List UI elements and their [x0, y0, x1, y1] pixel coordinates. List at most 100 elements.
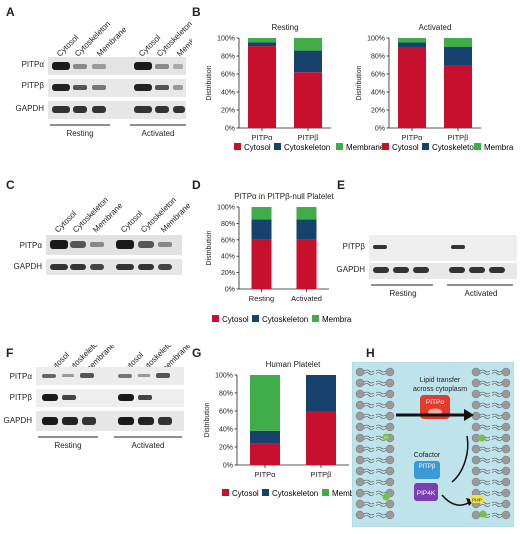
- pi-headgroup: [478, 434, 486, 442]
- blot-strip: [48, 101, 186, 119]
- lipid-tail: [363, 460, 375, 463]
- lipid-tail: [491, 512, 503, 516]
- lipid-tail: [479, 504, 491, 507]
- lipid-tail: [375, 471, 387, 474]
- band: [173, 106, 185, 113]
- lipid-tail: [491, 449, 503, 452]
- lipid-tail: [479, 405, 491, 408]
- pi-headgroup: [382, 493, 390, 501]
- lipid-tail: [375, 424, 387, 428]
- legend-label: Cytoskeleton: [284, 143, 330, 152]
- lipid-tail: [375, 490, 387, 494]
- lipid-tail: [491, 380, 503, 384]
- lipid-head: [355, 433, 365, 443]
- lipid-tail: [491, 457, 503, 461]
- legend-swatch-membrane: [474, 143, 481, 150]
- band: [52, 62, 70, 70]
- lipid-head: [501, 477, 511, 487]
- chart-d: PITPα in PITPβ-null Platelet 0% 20% 40% 60% 8…: [206, 192, 335, 303]
- lipid-tail: [479, 468, 491, 472]
- lipid-tail: [375, 369, 387, 373]
- legend-swatch-cytoskeleton: [262, 489, 269, 496]
- lipid-tail: [363, 501, 375, 505]
- group-label: Resting: [389, 289, 416, 298]
- legend-swatch-membrane: [312, 315, 319, 322]
- lipid-tail: [363, 471, 375, 474]
- band: [50, 264, 68, 270]
- lipid-tail: [491, 402, 503, 406]
- lipid-head: [501, 433, 511, 443]
- lipid-head: [355, 455, 365, 465]
- chart-title: Resting: [271, 23, 298, 32]
- y-tick-label: 60%: [221, 72, 235, 79]
- lipid-tail: [363, 512, 375, 516]
- row-label: PITPβ: [10, 393, 33, 402]
- pitpa-protein: [420, 395, 450, 419]
- lipid-head: [385, 510, 395, 520]
- band: [134, 106, 152, 113]
- lipid-tail: [375, 394, 387, 397]
- band: [156, 373, 170, 378]
- band: [393, 267, 409, 273]
- row-label: GAPDH: [16, 104, 45, 113]
- row-label: PITPα: [20, 241, 43, 250]
- lipid-tail: [363, 490, 375, 494]
- bar-segment-cytosol: [444, 65, 472, 128]
- lipid-tail: [479, 372, 491, 375]
- x-tick-label: PITPα: [401, 133, 423, 142]
- lipid-tail: [491, 405, 503, 408]
- group-label: Resting: [66, 129, 93, 138]
- y-tick-label: 80%: [371, 54, 385, 61]
- lipid-tail: [491, 501, 503, 505]
- pi-headgroup: [382, 433, 390, 441]
- bar-segment-cytoskeleton: [398, 42, 426, 47]
- bar-segment-membrane: [296, 207, 317, 220]
- lipid-tail: [491, 391, 503, 395]
- pip4k-enzyme: [414, 483, 438, 501]
- lipid-tail: [375, 391, 387, 395]
- legend-label: Cytoskeleton: [272, 489, 318, 498]
- x-tick-label: PITPβ: [311, 470, 333, 479]
- y-tick-label: 80%: [221, 54, 235, 61]
- bar-segment-cytosol: [294, 72, 322, 128]
- lipid-tail: [363, 413, 375, 417]
- lipid-tail: [363, 482, 375, 485]
- band: [489, 267, 505, 273]
- legend-g: Cytosol Cytoskeleton Membrane: [222, 489, 362, 498]
- lipid-tail: [491, 479, 503, 483]
- blot-c: Cytosol Cytoskeleton Membrane Cytosol Cy…: [14, 195, 192, 275]
- band: [92, 85, 106, 90]
- cofactor-label: Cofactor: [414, 452, 441, 459]
- legend-swatch-membrane: [322, 489, 329, 496]
- lipid-head: [501, 389, 511, 399]
- group-label: Activated: [465, 289, 498, 298]
- y-tick-label: 0%: [375, 126, 385, 133]
- y-tick-label: 80%: [221, 221, 235, 228]
- legend-swatch-cytosol: [382, 143, 389, 150]
- lipid-head: [471, 444, 481, 454]
- lipid-head: [385, 422, 395, 432]
- y-tick-label: 100%: [367, 36, 385, 43]
- band: [118, 394, 134, 401]
- band: [138, 241, 154, 248]
- band: [155, 106, 169, 113]
- lipid-tail: [363, 383, 375, 386]
- lipid-tail: [479, 446, 491, 450]
- lipid-tail: [375, 460, 387, 463]
- lipid-tail: [375, 501, 387, 505]
- panel-label-e: E: [337, 178, 346, 192]
- row-label: PITPα: [22, 60, 45, 69]
- band: [158, 264, 172, 270]
- band: [155, 85, 169, 90]
- lipid-head: [385, 411, 395, 421]
- band: [138, 395, 152, 400]
- lipid-head: [501, 499, 511, 509]
- panel-label-f: F: [6, 346, 14, 360]
- lipid-head: [385, 400, 395, 410]
- bar-segment-membrane: [444, 38, 472, 47]
- band: [62, 374, 74, 377]
- bar-segment-cytoskeleton: [250, 430, 280, 444]
- lipid-tail: [363, 493, 375, 496]
- lipid-tail: [479, 416, 491, 419]
- band: [73, 64, 87, 69]
